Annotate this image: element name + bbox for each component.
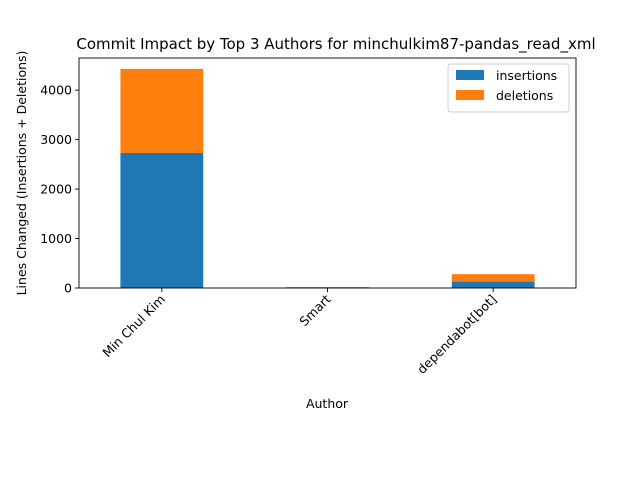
bar-insertions-0 [120,152,204,288]
y-tick-label: 0 [64,281,72,296]
legend-swatch-insertions [456,70,484,80]
chart-title: Commit Impact by Top 3 Authors for minch… [76,35,595,54]
y-axis-label: Lines Changed (Insertions + Deletions) [14,51,29,296]
x-axis: Min Chul Kim Smart dependabot[bot] [99,288,499,377]
y-tick-label: 3000 [40,132,72,147]
bar-insertions-2 [451,281,535,288]
x-tick-label: Min Chul Kim [99,292,168,361]
bar-deletions-2 [451,274,535,282]
bars-group [120,68,535,288]
legend-label-deletions: deletions [496,88,553,103]
legend: insertions deletions [447,63,570,113]
bar-deletions-0 [120,68,204,153]
y-tick-label: 1000 [40,231,72,246]
legend-swatch-deletions [456,90,484,100]
y-tick-label: 2000 [40,182,72,197]
y-axis: 0 1000 2000 3000 4000 [40,83,79,296]
y-tick-label: 4000 [40,83,72,98]
x-tick-label: Smart [296,291,333,328]
legend-label-insertions: insertions [496,68,557,83]
x-tick-label: dependabot[bot] [414,292,499,377]
x-axis-label: Author [306,396,349,411]
plot-area-frame [78,57,577,289]
